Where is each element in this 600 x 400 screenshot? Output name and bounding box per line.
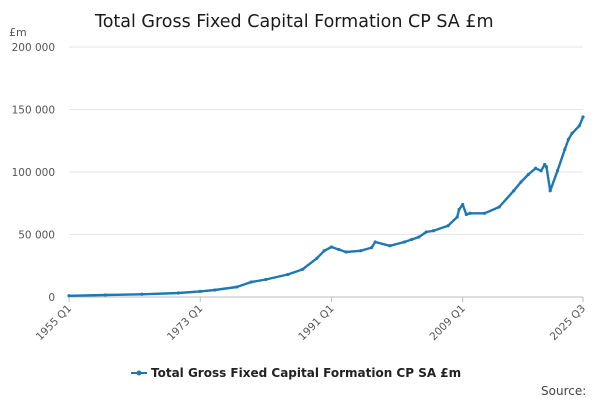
y-tick-label: 150 000 [12, 105, 55, 117]
data-point [468, 211, 472, 215]
data-point [337, 247, 341, 252]
data-point [446, 224, 450, 228]
data-point [322, 249, 326, 253]
data-point [67, 294, 71, 298]
data-point [431, 229, 436, 233]
data-point [539, 169, 543, 173]
y-tick-label: 50 000 [18, 230, 55, 242]
x-tick-label: 2025 Q3 [548, 303, 588, 343]
data-point [388, 244, 392, 248]
data-point [464, 212, 468, 217]
data-point [566, 137, 571, 142]
data-point [457, 207, 461, 212]
data-point [563, 147, 567, 152]
data-point [264, 277, 268, 282]
data-point [235, 285, 239, 289]
data-point [424, 230, 428, 234]
data-point [329, 245, 334, 249]
data-point [461, 202, 465, 207]
data-point [213, 288, 217, 292]
data-point [519, 180, 523, 184]
y-tick-label: 200 000 [12, 42, 55, 54]
y-tick-label: 100 000 [12, 167, 55, 179]
data-point [570, 131, 574, 135]
data-point [543, 162, 547, 167]
data-point [577, 124, 581, 128]
data-point [482, 211, 487, 215]
legend-marker-icon [136, 370, 142, 376]
x-tick-label: 2009 Q1 [428, 303, 468, 343]
data-point [455, 215, 459, 219]
y-tick-labels: 0 50 000 100 000 150 000 200 000 [12, 42, 55, 304]
data-point [140, 292, 144, 296]
data-point [300, 267, 304, 272]
y-axis-unit-label: £m [9, 26, 27, 39]
x-tick-label: 1955 Q1 [34, 303, 74, 343]
data-point [315, 256, 319, 260]
series-layer [67, 115, 585, 298]
data-point [548, 189, 552, 193]
legend-label: Total Gross Fixed Capital Formation CP S… [151, 366, 461, 380]
data-point [581, 115, 585, 119]
data-point [526, 172, 530, 177]
legend[interactable]: Total Gross Fixed Capital Formation CP S… [131, 366, 461, 380]
data-point [344, 250, 348, 254]
chart-title: Total Gross Fixed Capital Formation CP S… [94, 12, 494, 32]
data-point [249, 280, 253, 284]
data-point [176, 291, 180, 295]
data-point [512, 189, 516, 193]
x-tick-label: 1973 Q1 [165, 303, 205, 343]
y-tick-label: 0 [48, 292, 55, 304]
data-point [402, 240, 406, 244]
x-tick-labels: 1955 Q1 1973 Q1 1991 Q1 2009 Q1 2025 Q3 [34, 297, 588, 343]
data-point [286, 272, 290, 277]
data-point [373, 240, 377, 244]
data-point [369, 246, 374, 250]
y-gridlines [69, 46, 583, 298]
data-point [103, 293, 108, 297]
source-label: Source: [541, 384, 586, 398]
data-point [198, 289, 202, 293]
data-point [544, 165, 549, 169]
x-tick-label: 1991 Q1 [296, 303, 336, 343]
data-point [417, 235, 421, 239]
data-point [359, 249, 363, 253]
series-line [67, 115, 585, 297]
data-point [555, 169, 560, 173]
data-point [497, 205, 501, 209]
data-point [534, 166, 538, 170]
data-point [410, 237, 414, 242]
